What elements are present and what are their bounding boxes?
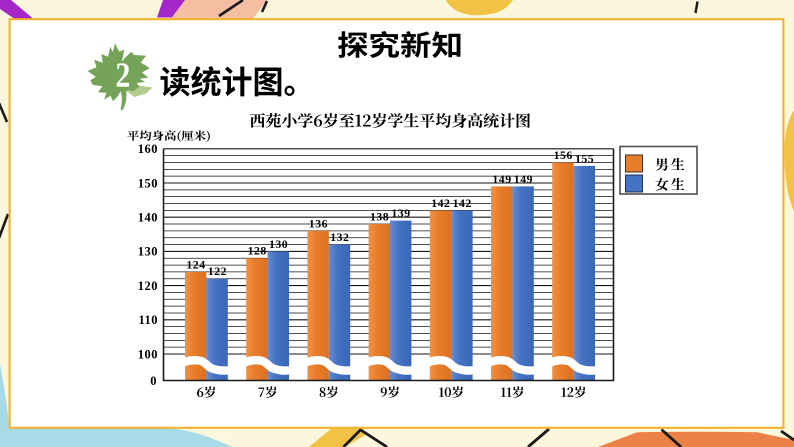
svg-text:136: 136	[309, 216, 328, 230]
svg-text:149: 149	[492, 172, 511, 186]
svg-text:142: 142	[453, 196, 472, 210]
svg-text:138: 138	[370, 209, 389, 223]
svg-text:124: 124	[186, 257, 205, 271]
svg-text:122: 122	[208, 264, 227, 278]
svg-text:132: 132	[330, 230, 349, 244]
svg-text:140: 140	[138, 211, 158, 225]
svg-text:155: 155	[575, 151, 594, 165]
svg-text:149: 149	[514, 172, 533, 186]
svg-text:150: 150	[138, 176, 158, 190]
svg-text:130: 130	[269, 237, 288, 251]
svg-text:160: 160	[138, 142, 158, 156]
svg-text:142: 142	[431, 196, 450, 210]
svg-text:130: 130	[138, 245, 158, 259]
svg-text:139: 139	[391, 206, 410, 220]
svg-text:156: 156	[554, 148, 573, 162]
svg-text:0: 0	[150, 374, 157, 388]
svg-text:110: 110	[138, 313, 158, 327]
svg-text:120: 120	[138, 279, 158, 293]
svg-text:128: 128	[248, 244, 267, 258]
svg-text:100: 100	[138, 347, 158, 361]
